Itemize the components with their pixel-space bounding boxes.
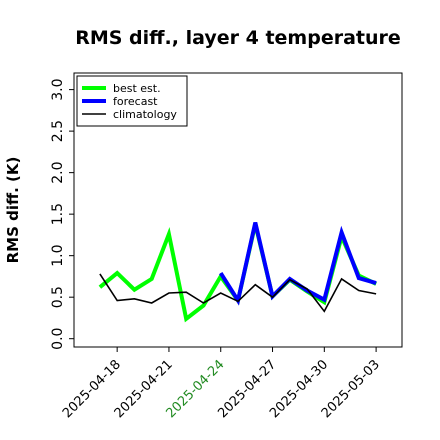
y-tick-label: 2.5 [50,120,66,142]
chart-title: RMS diff., layer 4 temperature [75,27,401,49]
y-axis-label: RMS diff. (K) [4,157,22,264]
y-tick-label: 0.0 [50,328,66,350]
series-line-forecast [219,222,377,306]
legend-label: forecast [113,95,158,108]
legend-label: climatology [113,108,177,121]
y-tick-label: 2.0 [50,162,66,184]
y-tick-label: 1.0 [50,245,66,267]
series-line-climatology [99,273,377,313]
series-layer [98,222,377,323]
y-tick-label: 1.5 [50,203,66,225]
x-axis: 2025-04-182025-04-212025-04-242025-04-27… [60,347,383,421]
y-tick-label: 3.0 [50,78,66,100]
plot-frame [73,72,403,348]
y-tick-label: 0.5 [50,286,66,308]
series-line-best-est- [98,223,377,323]
legend-label: best est. [113,82,161,95]
y-axis: 0.0 0.5 1.0 1.5 2.0 2.5 3.0 [50,78,74,350]
